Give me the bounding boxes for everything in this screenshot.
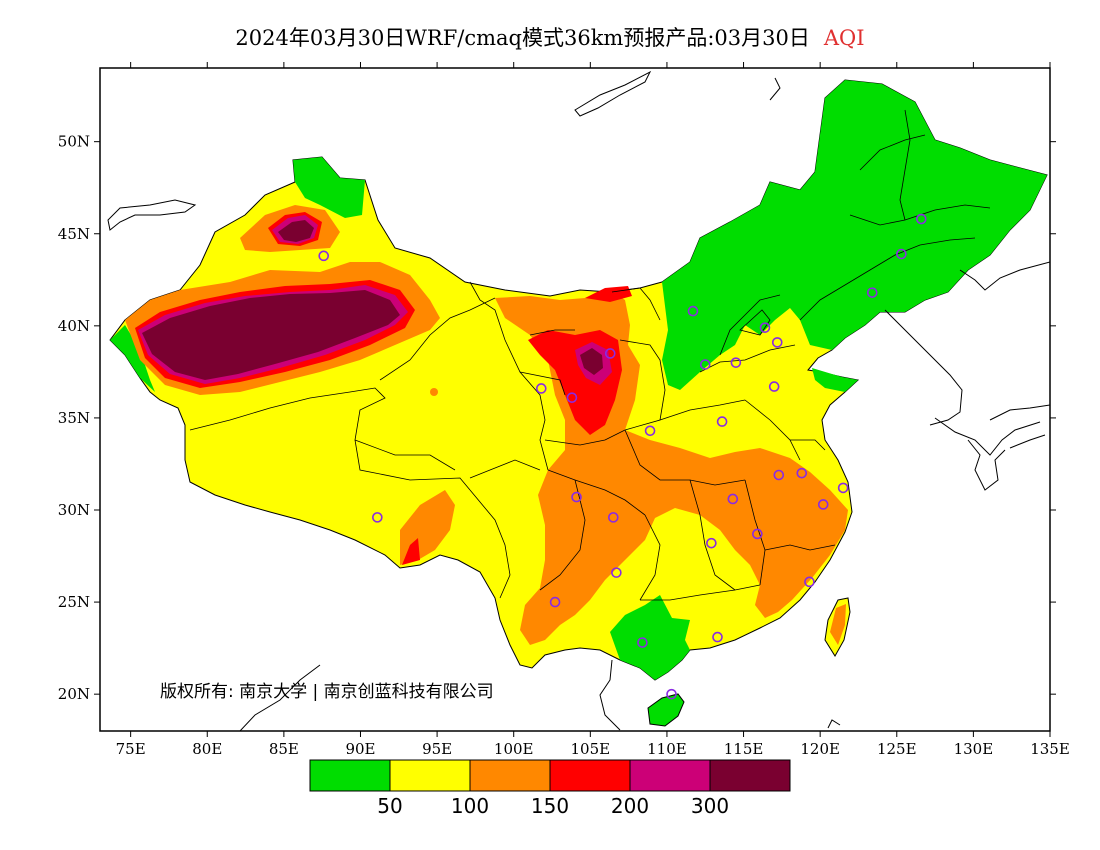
- hainan-region: [647, 693, 685, 727]
- lon-tick-label: 105E: [571, 740, 611, 758]
- city-marker: [535, 383, 547, 394]
- lon-tick-label: 120E: [800, 740, 840, 758]
- city-marker: [727, 493, 739, 505]
- city-marker: [773, 469, 785, 481]
- lon-tick-label: 115E: [724, 740, 764, 758]
- city-marker: [699, 359, 711, 370]
- legend-swatch: [469, 759, 551, 792]
- city-marker: [712, 631, 723, 643]
- city-marker: [372, 512, 383, 523]
- city-marker: [637, 637, 648, 648]
- tarim-severe-zone: [142, 290, 400, 380]
- city-marker: [706, 537, 717, 549]
- coastlines: [107, 70, 1050, 731]
- city-marker: [817, 499, 829, 510]
- northeast-green-zone: [662, 80, 1047, 390]
- copyright-text: 版权所有: 南京大学 | 南京创蓝科技有限公司: [160, 682, 494, 702]
- city-marker: [716, 416, 728, 427]
- city-marker: [608, 512, 619, 523]
- city-marker: [768, 381, 780, 392]
- legend-swatch: [389, 759, 471, 792]
- city-marker: [730, 357, 742, 368]
- lon-tick-label: 85E: [269, 740, 299, 758]
- legend-swatch: [709, 759, 791, 792]
- legend-label: 100: [451, 794, 489, 818]
- map-axes: 75E 80E 85E 90E 95E 100E 105E 110E 115E 120E 125E 1…: [58, 62, 1070, 758]
- city-marker: [566, 392, 578, 403]
- city-marker: [837, 482, 849, 494]
- lat-tick-label: 30N: [58, 501, 90, 519]
- legend-swatch: [309, 759, 391, 792]
- province-borders: [189, 109, 991, 601]
- lon-tick-label: 100E: [494, 740, 534, 758]
- lon-tick-label: 125E: [877, 740, 917, 758]
- lon-tick-label: 130E: [954, 740, 994, 758]
- lon-tick-label: 80E: [192, 740, 222, 758]
- city-marker: [771, 337, 783, 348]
- lat-tick-label: 35N: [58, 409, 90, 427]
- map-frame: [99, 67, 1051, 732]
- city-marker: [687, 305, 699, 317]
- legend-label: 200: [611, 794, 649, 818]
- city-marker: [549, 596, 561, 608]
- lat-tick-label: 40N: [58, 317, 90, 335]
- city-marker: [666, 688, 677, 700]
- city-marker: [604, 348, 616, 359]
- lon-tick-label: 110E: [647, 740, 687, 758]
- city-marker: [759, 322, 771, 333]
- legend-swatch: [549, 759, 631, 792]
- lon-tick-label: 95E: [422, 740, 452, 758]
- legend-label: 50: [377, 794, 402, 818]
- city-markers: [318, 213, 927, 700]
- city-marker: [752, 528, 763, 540]
- title-variable: AQI: [823, 26, 865, 50]
- city-marker: [896, 248, 907, 260]
- lat-tick-label: 50N: [58, 133, 90, 151]
- title-main: 2024年03月30日WRF/cmaq模式36km预报产品:03月30日: [235, 26, 810, 50]
- city-marker: [915, 213, 927, 225]
- lat-tick-label: 45N: [58, 225, 90, 243]
- city-marker: [866, 287, 878, 298]
- color-legend: 50 100 150 200 300: [309, 759, 791, 818]
- legend-label: 150: [531, 794, 569, 818]
- lat-tick-label: 25N: [58, 593, 90, 611]
- map-title: 2024年03月30日WRF/cmaq模式36km预报产品:03月30日 AQI: [0, 22, 1100, 52]
- lon-tick-label: 135E: [1030, 740, 1070, 758]
- city-marker: [804, 576, 815, 588]
- lon-tick-label: 90E: [345, 740, 375, 758]
- city-marker: [318, 250, 330, 262]
- lon-tick-label: 75E: [116, 740, 146, 758]
- legend-swatch: [629, 759, 711, 792]
- city-marker: [571, 491, 582, 503]
- city-marker: [796, 467, 808, 479]
- city-marker: [611, 567, 622, 578]
- legend-label: 300: [691, 794, 729, 818]
- lat-tick-label: 20N: [58, 685, 90, 703]
- city-marker: [644, 425, 656, 437]
- map-plot: [100, 68, 1050, 731]
